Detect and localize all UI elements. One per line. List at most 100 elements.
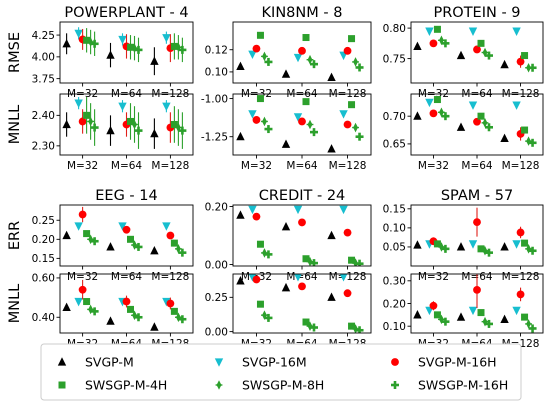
- y-tick-label: 2.30: [32, 141, 55, 153]
- data-point: [438, 242, 445, 252]
- legend-item: SWSGP-M-8H: [215, 378, 324, 393]
- data-point: [293, 205, 303, 215]
- data-point: [90, 39, 99, 48]
- data-point: [468, 240, 478, 249]
- x-tick-label: M=128: [151, 271, 189, 283]
- data-point: [252, 44, 261, 53]
- data-point: [261, 248, 268, 258]
- data-point: [236, 210, 245, 219]
- data-point: [528, 63, 537, 72]
- data-point: [174, 244, 182, 254]
- y-tick-label: 0.15: [383, 204, 406, 216]
- data-point: [433, 311, 441, 319]
- legend-marker: [215, 380, 223, 390]
- data-point: [310, 128, 318, 137]
- data-point: [429, 39, 438, 48]
- row-label: ERR: [7, 221, 23, 250]
- chart-panel: 2.30 2.40 M=32 M=64 M=128 MNLL: [7, 93, 194, 172]
- data-point: [118, 35, 127, 45]
- y-tick-label: 0.10: [383, 321, 406, 333]
- y-tick-label: 0.10: [205, 67, 228, 79]
- data-point: [150, 128, 159, 138]
- plot-area: [236, 205, 364, 266]
- data-point: [174, 122, 182, 133]
- data-point: [281, 221, 291, 231]
- data-point: [521, 52, 529, 60]
- legend-box: [40, 343, 522, 401]
- data-point: [433, 25, 441, 33]
- legend-label: SWSGP-M-16H: [418, 378, 508, 393]
- data-point: [516, 57, 525, 66]
- y-tick-label: 0.15: [32, 253, 55, 265]
- data-point: [131, 119, 138, 130]
- data-point: [150, 322, 159, 331]
- data-point: [127, 43, 134, 51]
- data-point: [118, 222, 127, 231]
- data-point: [438, 314, 445, 325]
- legend-label: SVGP-M: [85, 355, 134, 370]
- data-point: [127, 117, 134, 125]
- data-point: [525, 319, 532, 329]
- plot-area: [236, 95, 364, 153]
- legend-label: SVGP-M-16H: [418, 355, 497, 370]
- legend-item: SVGP-16M: [214, 355, 307, 370]
- data-point: [256, 95, 264, 103]
- data-point: [438, 35, 445, 46]
- data-point: [429, 109, 438, 118]
- data-point: [481, 47, 489, 58]
- y-tick-label: 0.70: [383, 111, 406, 123]
- data-point: [252, 116, 261, 124]
- data-point: [521, 313, 529, 321]
- x-tick-label: M=32: [418, 160, 449, 172]
- data-point: [178, 126, 187, 135]
- data-point: [248, 110, 257, 119]
- data-point: [281, 282, 291, 292]
- data-point: [429, 301, 438, 310]
- data-point: [62, 302, 71, 312]
- data-point: [348, 101, 356, 109]
- data-point: [178, 315, 187, 324]
- data-point: [473, 45, 481, 54]
- data-point: [134, 242, 143, 251]
- legend-label: SWSGP-M-4H: [85, 378, 167, 393]
- chart-panel: -1.25 -1.00 M=32 M=64 M=128: [201, 93, 372, 172]
- data-point: [456, 122, 466, 131]
- data-point: [528, 138, 537, 147]
- x-tick-label: M=32: [241, 160, 272, 172]
- plot-area: [62, 27, 187, 76]
- data-point: [78, 210, 87, 219]
- data-point: [456, 312, 466, 321]
- data-point: [352, 57, 359, 67]
- data-point: [170, 121, 178, 128]
- plot-area: [62, 97, 187, 149]
- data-point: [62, 230, 71, 240]
- data-point: [413, 41, 422, 50]
- data-point: [485, 319, 493, 328]
- data-point: [327, 230, 336, 240]
- chart-panel: 0.000.25M=32M=64M=128: [205, 273, 372, 350]
- data-point: [500, 314, 509, 323]
- data-point: [248, 50, 257, 59]
- y-tick-label: -1.25: [201, 132, 228, 144]
- legend-marker: [57, 357, 67, 366]
- x-tick-label: M=64: [461, 160, 493, 172]
- data-point: [512, 101, 521, 110]
- data-point: [90, 237, 99, 246]
- data-point: [441, 317, 450, 326]
- data-point: [74, 222, 83, 231]
- data-point: [339, 205, 348, 215]
- data-point: [83, 36, 91, 44]
- data-point: [528, 324, 537, 333]
- x-tick-label: M=64: [111, 271, 143, 283]
- data-point: [62, 38, 71, 48]
- data-point: [348, 256, 356, 264]
- data-point: [481, 316, 489, 327]
- data-point: [162, 222, 171, 231]
- x-tick-label: M=128: [502, 160, 540, 172]
- panel-title: SPAM - 57: [441, 188, 513, 204]
- x-tick-label: M=128: [329, 160, 367, 172]
- x-tick-label: M=32: [67, 160, 98, 172]
- x-tick-label: M=64: [286, 160, 318, 172]
